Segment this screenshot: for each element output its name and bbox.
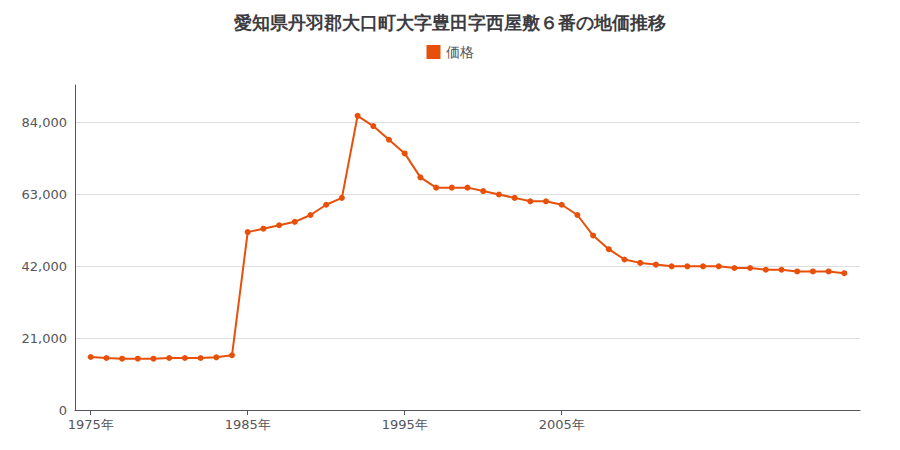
- svg-text:価格: 価格: [446, 44, 474, 60]
- svg-text:0: 0: [59, 403, 67, 418]
- svg-text:2005年: 2005年: [539, 417, 585, 432]
- svg-text:21,000: 21,000: [22, 331, 68, 346]
- svg-text:1985年: 1985年: [225, 417, 271, 432]
- svg-text:1975年: 1975年: [68, 417, 114, 432]
- svg-text:42,000: 42,000: [22, 259, 68, 274]
- svg-text:84,000: 84,000: [22, 115, 68, 130]
- svg-text:愛知県丹羽郡大口町大字豊田字西屋敷６番の地価推移: 愛知県丹羽郡大口町大字豊田字西屋敷６番の地価推移: [234, 12, 666, 33]
- svg-text:63,000: 63,000: [22, 187, 68, 202]
- svg-text:1995年: 1995年: [382, 417, 428, 432]
